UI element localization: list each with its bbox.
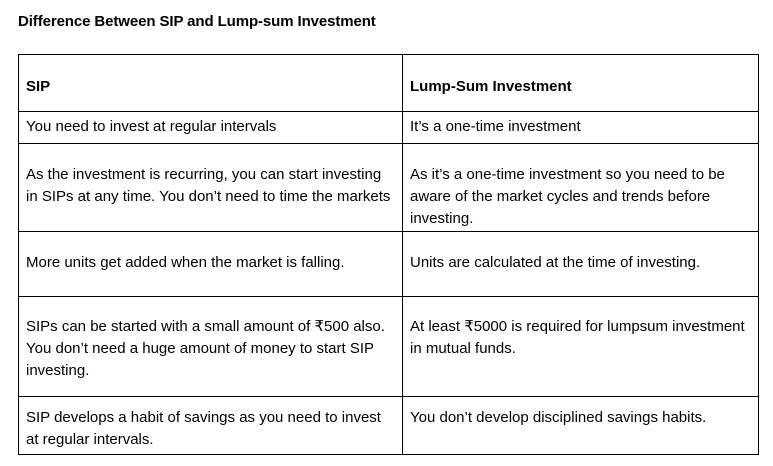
lump-sum-cell: It’s a one-time investment (402, 111, 759, 144)
table-row: SIP develops a habit of savings as you n… (18, 396, 759, 455)
lump-sum-cell: You don’t develop disciplined savings ha… (402, 396, 759, 455)
table-row: More units get added when the market is … (18, 231, 759, 297)
sip-cell: More units get added when the market is … (18, 231, 403, 297)
table-row: As the investment is recurring, you can … (18, 143, 759, 232)
lump-sum-cell: Units are calculated at the time of inve… (402, 231, 759, 297)
table-row: You need to invest at regular intervals … (18, 111, 759, 144)
lump-sum-cell: As it’s a one-time investment so you nee… (402, 143, 759, 232)
sip-cell: SIPs can be started with a small amount … (18, 296, 403, 397)
sip-cell: As the investment is recurring, you can … (18, 143, 403, 232)
sip-cell: You need to invest at regular intervals (18, 111, 403, 144)
page-title: Difference Between SIP and Lump-sum Inve… (18, 13, 376, 30)
column-header-sip: SIP (18, 54, 403, 112)
sip-cell: SIP develops a habit of savings as you n… (18, 396, 403, 455)
table-row: SIPs can be started with a small amount … (18, 296, 759, 397)
comparison-table: SIP Lump-Sum Investment You need to inve… (18, 54, 759, 455)
lump-sum-cell: At least ₹5000 is required for lumpsum i… (402, 296, 759, 397)
column-header-lump-sum: Lump-Sum Investment (402, 54, 759, 112)
table-header-row: SIP Lump-Sum Investment (18, 54, 759, 112)
